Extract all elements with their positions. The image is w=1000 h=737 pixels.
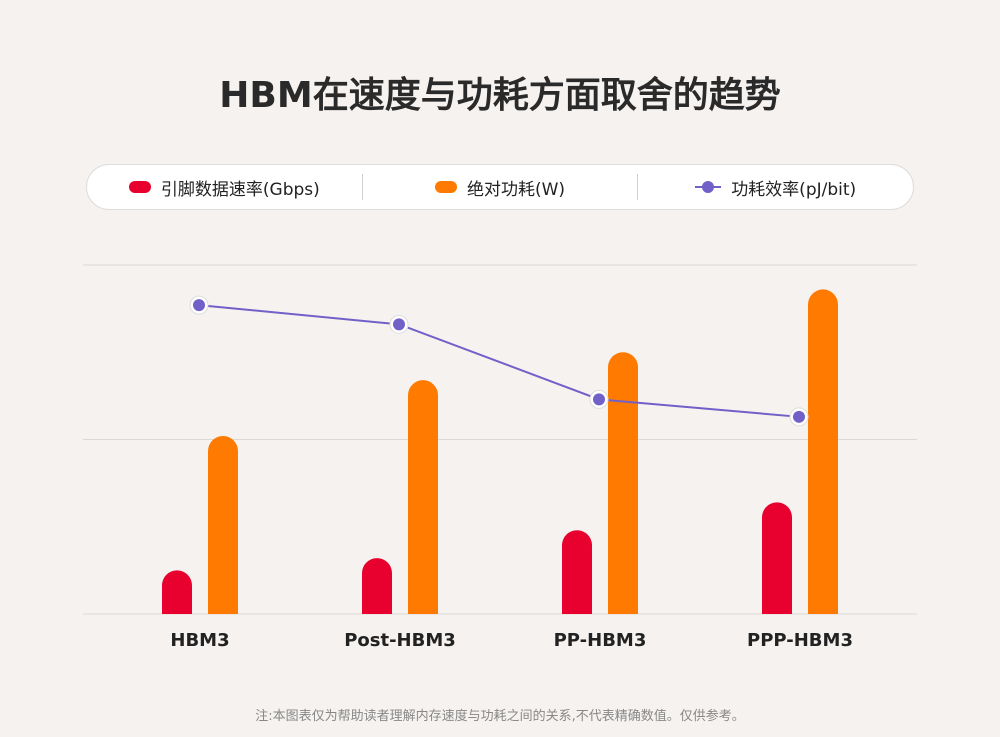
line-point bbox=[593, 393, 605, 406]
bar-pp-hbm3 bbox=[562, 530, 592, 614]
bar-hbm3 bbox=[208, 436, 238, 614]
legend-item-power: 绝对功耗(W) bbox=[363, 175, 638, 200]
line-point bbox=[793, 410, 805, 423]
bar-post-hbm3 bbox=[362, 558, 392, 614]
orange-swatch-icon bbox=[434, 181, 457, 193]
bar-pp-hbm3 bbox=[608, 352, 638, 614]
bar-post-hbm3 bbox=[408, 380, 438, 614]
bar-ppp-hbm3 bbox=[808, 289, 838, 614]
chart-title: HBM在速度与功耗方面取舍的趋势 bbox=[219, 75, 781, 116]
legend-label: 绝对功耗(W) bbox=[466, 179, 566, 200]
legend-divider bbox=[637, 174, 639, 200]
legend-label: 功耗效率(pJ/bit) bbox=[731, 179, 857, 200]
legend-item-pin-rate: 引脚数据速率(Gbps) bbox=[87, 175, 362, 200]
bar-hbm3 bbox=[162, 570, 192, 614]
bar-ppp-hbm3 bbox=[762, 502, 792, 614]
line-point bbox=[193, 299, 205, 312]
legend-label: 引脚数据速率(Gbps) bbox=[160, 179, 320, 200]
x-tick-label: HBM3 bbox=[170, 630, 229, 651]
red-swatch-icon bbox=[128, 181, 151, 193]
footnote: 注:本图表仅为帮助读者理解内存速度与功耗之间的关系,不代表精确数值。仅供参考。 bbox=[255, 709, 745, 724]
efficiency-line bbox=[198, 304, 800, 418]
x-tick-label: Post-HBM3 bbox=[344, 630, 456, 651]
x-tick-label: PPP-HBM3 bbox=[747, 630, 853, 651]
x-tick-label: PP-HBM3 bbox=[554, 630, 647, 651]
legend-divider bbox=[361, 174, 363, 200]
legend-item-efficiency: 功耗效率(pJ/bit) bbox=[638, 175, 913, 200]
line-point bbox=[393, 318, 405, 331]
legend: 引脚数据速率(Gbps) 绝对功耗(W) 功耗效率(pJ/bit) bbox=[86, 164, 914, 210]
line-marker-icon bbox=[695, 181, 722, 193]
